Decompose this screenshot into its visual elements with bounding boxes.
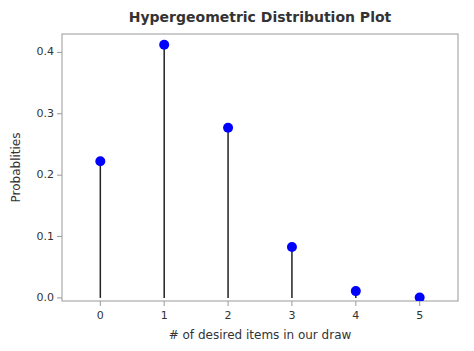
x-tick-label: 5 <box>416 309 423 322</box>
x-tick <box>100 301 101 306</box>
y-tick-label: 0.4 <box>37 45 55 58</box>
x-tick-label: 2 <box>225 309 232 322</box>
y-tick <box>57 297 62 298</box>
y-tick-label: 0.3 <box>37 107 55 120</box>
y-tick-label: 0.1 <box>37 230 55 243</box>
x-tick <box>355 301 356 306</box>
y-tick <box>57 175 62 176</box>
stem <box>100 161 102 298</box>
y-axis-label: Probablities <box>9 133 23 203</box>
y-tick-label: 0.2 <box>37 168 55 181</box>
x-tick-label: 3 <box>288 309 295 322</box>
stem-marker <box>223 123 233 133</box>
marks <box>95 40 424 301</box>
chart: 0.0 0.1 0.2 0.3 0.4 0 1 2 3 4 5 Hypergeometric Dist… <box>0 0 474 351</box>
x-tick <box>164 301 165 306</box>
x-axis-label: # of desired items in our draw <box>169 328 352 342</box>
x-tick-label: 1 <box>161 309 168 322</box>
x-tick <box>291 301 292 306</box>
stem <box>163 45 165 298</box>
stem <box>227 128 229 298</box>
title: Hypergeometric Distribution Plot <box>129 9 392 25</box>
x-tick <box>228 301 229 306</box>
y-tick <box>57 52 62 53</box>
stem-marker <box>95 156 105 166</box>
y-tick <box>57 236 62 237</box>
x-tick-label: 0 <box>97 309 104 322</box>
y-tick <box>57 113 62 114</box>
chart-container: 0.0 0.1 0.2 0.3 0.4 0 1 2 3 4 5 Hypergeometric Dist… <box>0 0 474 351</box>
plot-frame <box>62 34 458 301</box>
x-tick-label: 4 <box>352 309 359 322</box>
stem-marker <box>351 286 361 296</box>
stem <box>291 247 293 298</box>
x-tick <box>419 301 420 306</box>
stem-marker <box>287 242 297 252</box>
stem-marker <box>159 40 169 50</box>
stem-marker <box>415 293 425 301</box>
y-tick-label: 0.0 <box>37 291 55 304</box>
